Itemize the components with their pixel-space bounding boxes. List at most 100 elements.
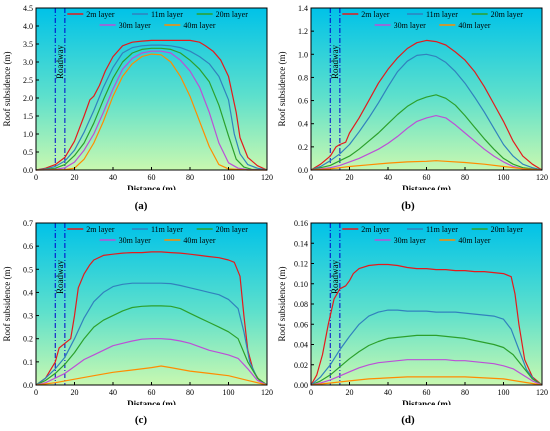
x-tick-label: 60 [148,388,156,397]
y-tick-label: 0.08 [294,300,308,309]
x-axis-label: Distance (m) [127,399,176,405]
legend-label: 30m layer [394,21,427,30]
x-tick-label: 40 [384,173,392,182]
series-line-3 [310,334,543,386]
x-tick-label: 0 [309,173,313,182]
plot-area [311,223,542,385]
x-tick-label: 120 [261,388,273,397]
legend-label: 40m layer [183,236,216,245]
x-tick-label: 40 [109,173,117,182]
y-tick-label: 2.0 [23,94,33,103]
roadway-label: Roadway [55,45,65,79]
series-line-5 [310,160,543,171]
y-tick-label: 4.5 [23,4,33,13]
legend-label: 20m layer [216,225,249,234]
y-tick-label: 0.00 [294,381,308,390]
series-line-4 [35,338,268,386]
legend-label: 2m layer [86,225,115,234]
roadway-label: Roadway [330,45,340,79]
series-line-2 [310,309,543,386]
legend-label: 20m layer [216,10,249,19]
legend-label: 40m layer [183,21,216,30]
y-tick-label: 0.8 [298,73,308,82]
series-line-3 [310,94,543,171]
series-line-1 [35,251,268,386]
series-line-5 [310,376,543,386]
panel-label-d: (d) [401,414,415,426]
y-tick-label: 3.0 [23,58,33,67]
plot-area [36,8,267,170]
y-tick-label: 1.0 [23,130,33,139]
roadway-label: Roadway [55,260,65,294]
y-tick-label: 1.0 [298,50,308,59]
series-line-2 [35,282,268,386]
legend-label: 2m layer [361,225,390,234]
x-tick-label: 20 [71,388,79,397]
y-tick-label: 4.0 [23,22,33,31]
y-tick-label: 0.16 [294,219,308,228]
y-tick-label: 2.5 [23,76,33,85]
legend-label: 11m layer [426,10,458,19]
panel-label-c: (c) [134,414,148,426]
x-axis-label: Distance (m) [402,399,451,405]
panel-b: Roadway 0 20 40 60 80 100 120 0.0 0.2 0.4 0.6 0.8 1.0… [275,0,550,205]
y-tick-label: 0.2 [298,143,308,152]
x-tick-label: 100 [498,388,510,397]
panel-label-a: (a) [134,200,148,212]
y-axis-label: Roof subsidence (m) [2,267,12,342]
x-tick-label: 120 [536,388,548,397]
x-axis-label: Distance (m) [127,184,176,190]
panel-label-b: (b) [401,200,415,212]
x-tick-label: 100 [498,173,510,182]
x-tick-label: 20 [346,388,354,397]
x-tick-label: 80 [461,388,469,397]
y-tick-label: 0.0 [23,166,33,175]
x-tick-label: 60 [423,388,431,397]
series-line-1 [310,263,543,386]
legend-label: 30m layer [394,236,427,245]
series-line-2 [310,53,543,171]
y-tick-label: 0.3 [23,312,33,321]
x-tick-label: 120 [536,173,548,182]
x-tick-label: 60 [423,173,431,182]
x-tick-label: 40 [384,388,392,397]
y-tick-label: 0.0 [23,381,33,390]
y-tick-label: 0.12 [294,260,308,269]
series-line-4 [310,359,543,386]
panel-a: Roadway 0 20 40 60 80 100 120 0.0 0.5 1.0 1.5 2.0 2.5… [0,0,275,205]
x-axis-label: Distance (m) [402,184,451,190]
y-tick-label: 0.5 [23,148,33,157]
legend-label: 20m layer [491,10,524,19]
x-tick-label: 80 [186,173,194,182]
legend-label: 40m layer [458,21,491,30]
x-tick-label: 100 [223,388,235,397]
series-line-5 [35,365,268,386]
y-tick-label: 0.10 [294,280,308,289]
y-tick-label: 1.4 [298,4,308,13]
y-tick-label: 0.5 [23,265,33,274]
x-tick-label: 60 [148,173,156,182]
plot-area [36,223,267,385]
y-tick-label: 0.6 [23,242,33,251]
y-tick-label: 0.7 [23,219,33,228]
y-tick-label: 0.0 [298,166,308,175]
series-line-4 [310,115,543,171]
roadway-label: Roadway [330,260,340,294]
legend-label: 2m layer [361,10,390,19]
y-tick-label: 0.06 [294,320,308,329]
y-axis-label: Roof subsidence (m) [2,52,12,127]
y-tick-label: 0.4 [298,120,308,129]
series-line-3 [35,47,268,171]
y-tick-label: 0.02 [294,361,308,370]
x-tick-label: 0 [34,173,38,182]
x-tick-label: 120 [261,173,273,182]
chart-c: Roadway 0 20 40 60 80 100 120 0.0 0.1 0.2 0.3 0.4 0.5… [2,219,273,409]
legend-label: 11m layer [151,225,183,234]
y-tick-label: 0.4 [23,288,33,297]
legend-label: 40m layer [458,236,491,245]
y-tick-label: 0.2 [23,335,33,344]
legend-label: 11m layer [151,10,183,19]
x-tick-label: 20 [71,173,79,182]
x-tick-label: 80 [461,173,469,182]
y-tick-label: 0.04 [294,341,308,350]
